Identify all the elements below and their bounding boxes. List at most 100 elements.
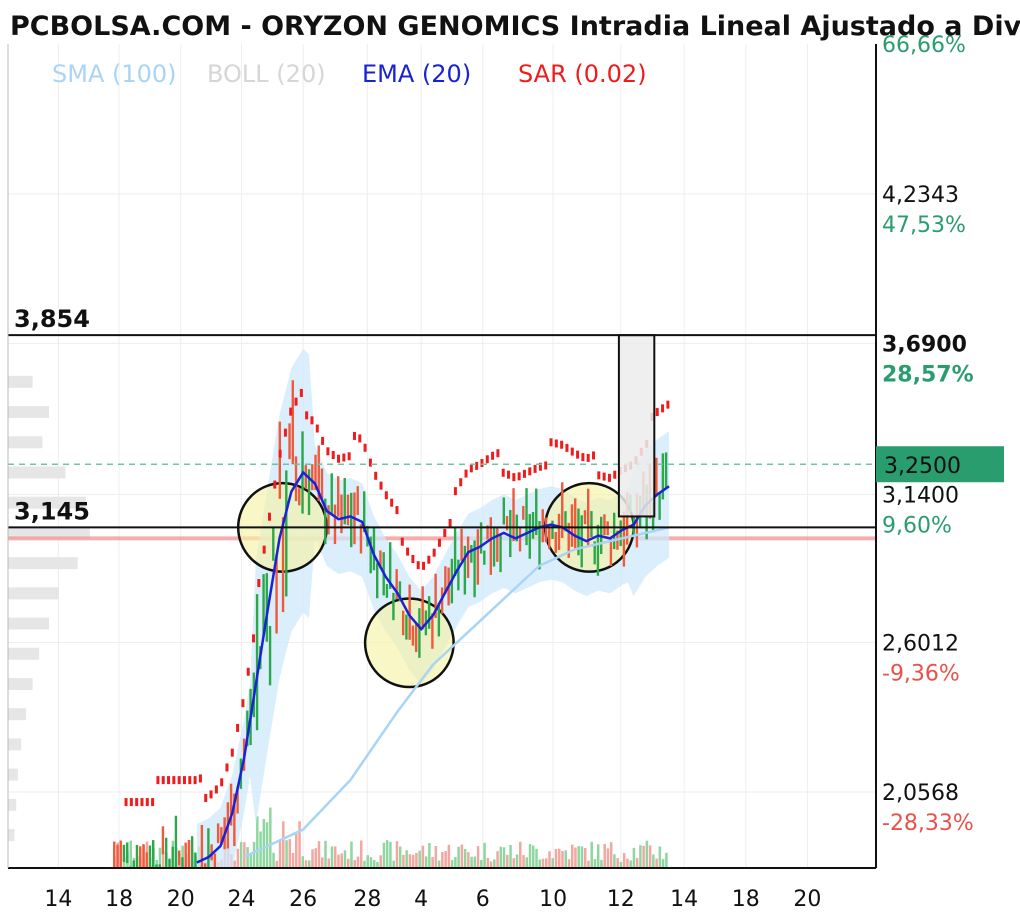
volume-bar [499,846,503,868]
volume-bar [515,854,519,868]
volume-bar [421,845,425,868]
sar-dot [135,798,139,807]
volume-bar [551,858,554,868]
volume-bar [506,854,509,868]
volume-profile-bar [8,677,33,690]
x-tick-label: 28 [353,887,381,912]
volume-bar [583,847,587,868]
volume-bar [369,857,373,868]
x-tick-label: 6 [476,887,490,912]
sar-dot [299,388,303,397]
sar-dot [586,453,590,462]
sar-dot [177,776,181,785]
indicator-lines [196,470,670,864]
sar-dot [337,454,341,463]
sar-dot [459,478,463,487]
volume-bar [161,851,165,868]
volume-bar [538,859,542,868]
x-axis: 14 18 20 24 26 28 4 6 10 12 14 18 20 [44,887,821,912]
sar-dot [384,491,388,500]
volume-bar [593,859,597,868]
volume-bar [652,854,655,868]
chart-title: PCBOLSA.COM - ORYZON GENOMICS Intradia L… [10,11,1020,42]
volume-bar [155,860,158,868]
volume-profile-bar [8,738,22,751]
volume-bar [457,846,460,868]
volume-bar [629,860,632,868]
x-tick-label: 20 [167,887,195,912]
volume-bar [645,840,649,868]
sar-dot [236,723,240,732]
sar-dot [167,776,171,785]
sar-dot [469,464,473,473]
sar-dot [602,472,606,481]
sar-dot [406,547,410,556]
volume-bar [395,841,399,868]
sar-dot [283,428,287,437]
sar-dot [592,451,596,460]
sar-dot [374,471,378,480]
current-price-label: 3,2500 [884,454,961,479]
volume-bar [483,842,486,868]
volume-bar [509,845,512,868]
volume-bar [447,844,451,868]
volume-bar [385,840,389,868]
sar-dot [246,667,250,676]
volume-bar [525,857,529,868]
sar-dot [453,487,457,496]
sar-dot [522,469,526,478]
volume-bar [554,849,558,868]
volume-profile-bar [8,587,59,600]
volume-bar [408,854,412,868]
sar-dot [310,416,314,425]
volume-bar [402,854,405,868]
volume-bar [626,858,629,868]
x-tick-label: 14 [670,887,698,912]
volume-bar [346,858,350,868]
volume-bar [460,844,464,868]
volume-bar [269,807,272,868]
sar-dot [491,451,495,460]
volume-bar [311,849,314,868]
volume-bar [291,853,295,868]
volume-bar [648,845,652,868]
sar-dot [161,776,165,785]
volume-bar [596,844,600,868]
sar-dot [347,452,351,461]
volume-bar [415,852,418,868]
sma-line [243,526,670,859]
volume-bar [561,850,564,868]
sar-dot [576,450,580,459]
volume-bar [603,844,606,868]
volume-bar [587,860,590,868]
x-tick-label: 18 [732,887,760,912]
y-price-label: 3,6900 [882,332,967,357]
volume-bar [275,860,279,868]
legend-item: SAR (0.02) [518,60,647,88]
volume-profile-bar [8,617,49,630]
volume-profile-bar [8,406,49,419]
volume-bar [655,858,658,868]
volume-bar [424,856,428,868]
y-pct-label: 47,53% [882,213,966,238]
sar-dot [305,411,309,420]
volume-profile-bar [8,708,27,721]
sar-dot [480,459,484,468]
sar-dot [549,438,553,447]
volume-bar [639,845,642,868]
volume-bar [570,844,574,868]
volume-bar [580,846,584,868]
volume-bar [382,842,386,868]
volume-bar [343,850,347,868]
volume-bar [324,840,327,868]
volume-bar [609,842,613,868]
volume-bar [129,840,132,868]
sar-dot [352,431,356,440]
sar-dot [533,464,537,473]
volume-bar [522,855,525,868]
volume-bar [252,841,256,868]
sar-dot [597,471,601,480]
volume-bar [450,860,454,868]
sar-dot [501,468,505,477]
